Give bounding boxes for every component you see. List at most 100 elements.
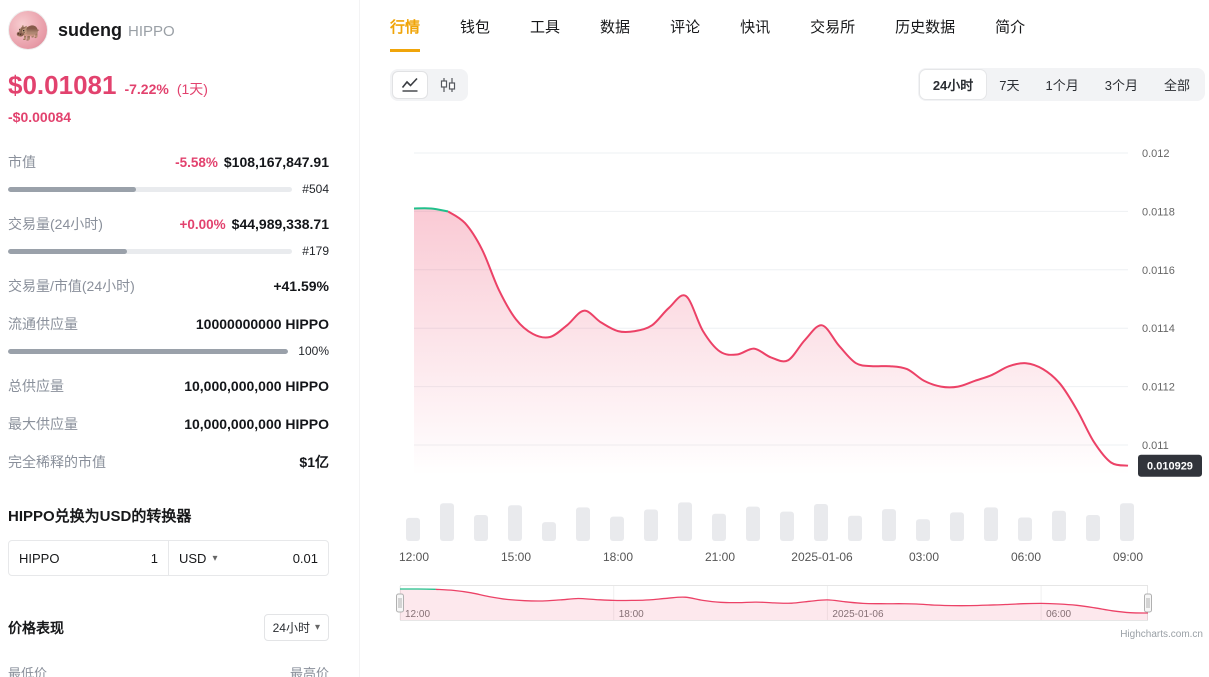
range-1m[interactable]: 1个月	[1045, 78, 1079, 93]
price-change-abs: -$0.00084	[8, 109, 72, 125]
tab-news[interactable]: 快讯	[740, 19, 771, 36]
stat-label: 市值	[8, 154, 36, 170]
svg-text:12:00: 12:00	[405, 609, 430, 620]
svg-text:06:00: 06:00	[1046, 609, 1071, 620]
range-3m[interactable]: 3个月	[1104, 78, 1138, 93]
currency-converter: HIPPO 1 USD ▾ 0.01	[8, 540, 329, 576]
coin-name: sudeng	[58, 19, 123, 40]
performance-period-value: 24小时	[272, 621, 310, 635]
price-change-period: (1天)	[176, 81, 208, 97]
current-price: $0.01081	[8, 70, 117, 100]
low-label: 最低价	[8, 666, 48, 677]
performance-header: 价格表现 24小时 ▾	[8, 614, 329, 641]
stat-value: 10,000,000,000 HIPPO	[184, 378, 329, 394]
price-chart[interactable]: 0.012 0.0118 0.0116 0.0114 0.0112 0.011 12:00 1…	[390, 125, 1205, 575]
stat-label: 完全稀释的市值	[8, 454, 106, 470]
stat-value: $1亿	[299, 454, 329, 470]
marketcap-rank: #504	[302, 182, 329, 196]
svg-text:0.010929: 0.010929	[1147, 461, 1193, 473]
chart-toolbar: 24小时 7天 1个月 3个月 全部	[390, 68, 1207, 101]
converter-to[interactable]: USD ▾ 0.01	[168, 541, 328, 575]
stat-row-vol-mcap: 交易量/市值(24小时) +41.59%	[8, 267, 329, 305]
tab-tools[interactable]: 工具	[530, 19, 561, 36]
converter-from[interactable]: HIPPO 1	[9, 541, 168, 575]
stat-row-total-supply: 总供应量 10,000,000,000 HIPPO	[8, 367, 329, 405]
candlestick-chart-button[interactable]	[430, 71, 466, 99]
converter-to-currency[interactable]: USD	[179, 550, 207, 566]
line-chart-button[interactable]	[392, 70, 428, 99]
converter-from-label: HIPPO	[19, 550, 60, 566]
supply-pct: 100%	[298, 344, 329, 358]
tab-quotes[interactable]: 行情	[390, 16, 421, 52]
svg-text:0.0118: 0.0118	[1142, 206, 1175, 218]
performance-title: 价格表现	[8, 619, 64, 636]
svg-text:18:00: 18:00	[619, 609, 644, 620]
highcharts-credit[interactable]: Highcharts.com.cn	[1120, 629, 1203, 640]
tab-data[interactable]: 数据	[600, 19, 631, 36]
svg-text:06:00: 06:00	[1011, 550, 1041, 564]
tab-exchanges[interactable]: 交易所	[810, 19, 856, 36]
time-range-group: 24小时 7天 1个月 3个月 全部	[917, 68, 1205, 101]
coin-header: 🦛 sudeng HIPPO	[8, 10, 329, 50]
tab-history[interactable]: 历史数据	[895, 19, 956, 36]
coin-symbol: HIPPO	[128, 22, 175, 40]
converter-from-input[interactable]: 1	[150, 550, 158, 566]
stat-pct: +0.00%	[179, 217, 226, 232]
coin-sidebar: 🦛 sudeng HIPPO $0.01081 -7.22% (1天) -$0.0…	[0, 0, 360, 677]
svg-text:03:00: 03:00	[909, 550, 939, 564]
stat-value: 10000000000 HIPPO	[195, 316, 329, 332]
svg-text:18:00: 18:00	[603, 550, 633, 564]
svg-text:0.0114: 0.0114	[1142, 323, 1175, 335]
stat-value: +41.59%	[273, 278, 329, 294]
chevron-down-icon: ▾	[314, 622, 320, 633]
candlestick-chart-icon	[440, 77, 456, 92]
coin-avatar: 🦛	[8, 10, 48, 50]
coin-title: sudeng HIPPO	[58, 20, 175, 41]
stat-row-max-supply: 最大供应量 10,000,000,000 HIPPO	[8, 405, 329, 443]
performance-period-select[interactable]: 24小时 ▾	[263, 614, 329, 641]
chevron-down-icon: ▾	[212, 552, 218, 564]
tab-comments[interactable]: 评论	[670, 19, 701, 36]
stat-pct: -5.58%	[175, 155, 218, 170]
high-col: 最高价 $0.011921	[264, 663, 329, 677]
chart-navigator[interactable]: 12:00 18:00 2025-01-06 06:00	[396, 585, 1152, 625]
low-col: 最低价 $0.01081	[8, 663, 66, 677]
volume-bar-fill	[8, 248, 128, 254]
volume-rank: #179	[302, 244, 329, 258]
range-24h[interactable]: 24小时	[919, 70, 987, 99]
stats-list: 市值 -5.58% $108,167,847.91 #504 交易量(24小时) …	[8, 143, 329, 481]
converter-title: HIPPO兑换为USD的转换器	[8, 508, 192, 525]
last-price-tooltip: 0.010929	[1138, 454, 1202, 477]
volume-bar-track	[8, 248, 293, 254]
svg-text:0.0116: 0.0116	[1142, 265, 1175, 277]
supply-bar-fill	[8, 348, 289, 354]
stat-row-volume: 交易量(24小时) +0.00% $44,989,338.71 #179	[8, 205, 329, 267]
tab-about[interactable]: 简介	[995, 19, 1026, 36]
svg-text:2025-01-06: 2025-01-06	[791, 550, 853, 564]
supply-bar-track	[8, 348, 289, 354]
range-7d[interactable]: 7天	[999, 78, 1020, 93]
chart-type-group	[390, 68, 468, 101]
svg-text:2025-01-06: 2025-01-06	[832, 609, 884, 620]
price-change-pct: -7.22%	[124, 81, 169, 97]
price-line: $0.01081 -7.22% (1天)	[8, 70, 329, 101]
stat-row-fdv: 完全稀释的市值 $1亿	[8, 443, 329, 481]
navigator-left-handle[interactable]	[396, 593, 404, 613]
navigator-right-handle[interactable]	[1144, 593, 1152, 613]
svg-text:09:00: 09:00	[1113, 550, 1143, 564]
converter-to-value: 0.01	[292, 550, 318, 566]
svg-text:0.012: 0.012	[1142, 148, 1170, 160]
svg-text:15:00: 15:00	[501, 550, 531, 564]
stat-label: 交易量/市值(24小时)	[8, 278, 135, 294]
high-label: 最高价	[289, 666, 329, 677]
main-panel: 行情 钱包 工具 数据 评论 快讯 交易所 历史数据 简介	[360, 0, 1209, 677]
section-tabs: 行情 钱包 工具 数据 评论 快讯 交易所 历史数据 简介	[390, 16, 1207, 52]
stat-label: 交易量(24小时)	[8, 216, 103, 232]
tab-wallet[interactable]: 钱包	[460, 19, 491, 36]
stat-value: $108,167,847.91	[223, 154, 329, 170]
low-high-row: 最低价 $0.01081 最高价 $0.011921	[8, 663, 329, 677]
stat-label: 总供应量	[8, 378, 64, 394]
stat-value: 10,000,000,000 HIPPO	[184, 416, 329, 432]
stat-label: 最大供应量	[8, 416, 78, 432]
range-all[interactable]: 全部	[1163, 78, 1190, 93]
